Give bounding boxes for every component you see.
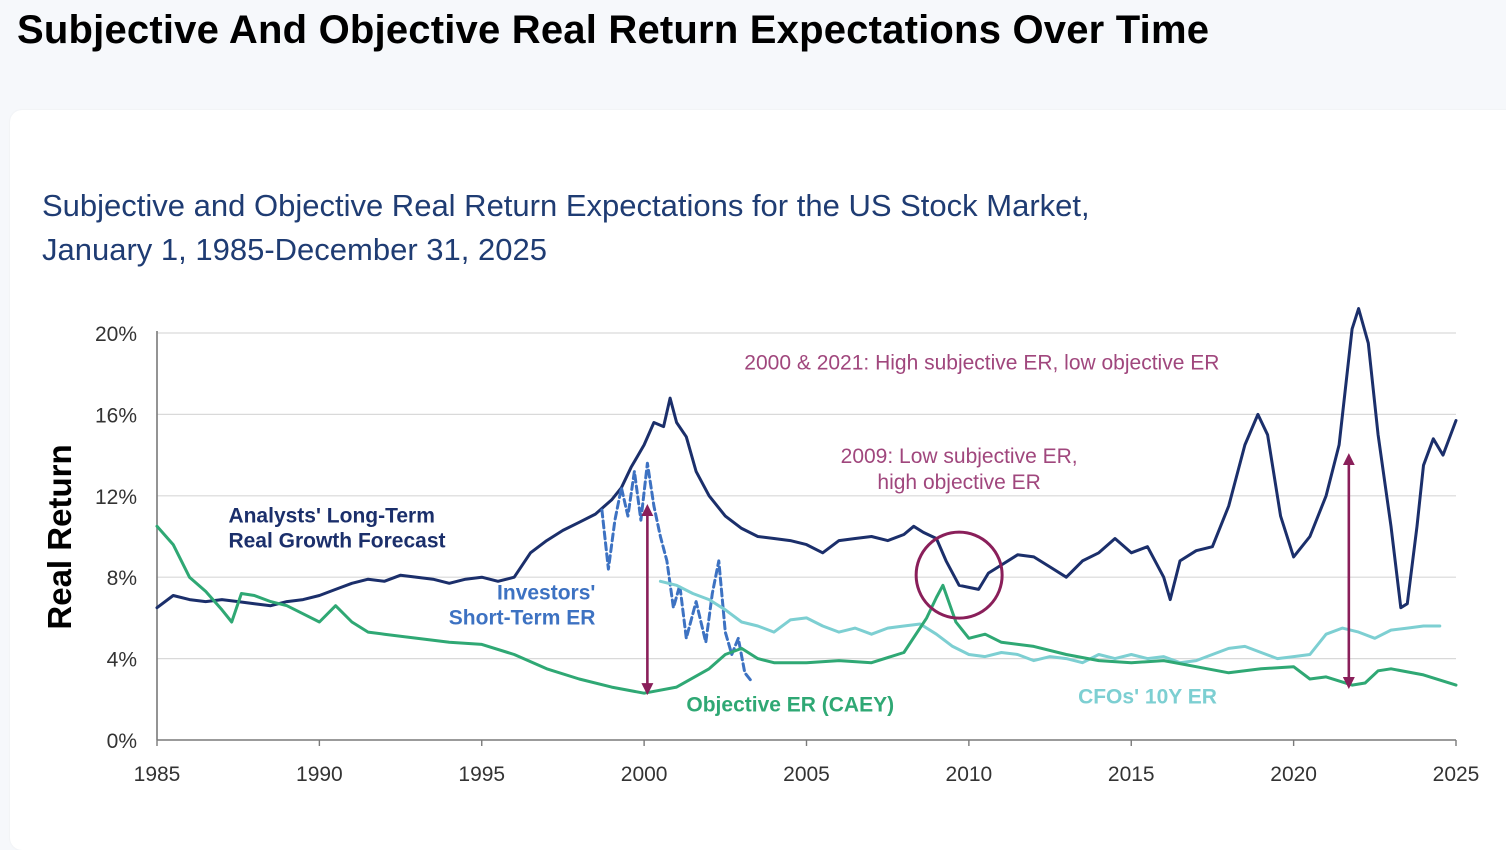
y-tick-label: 16% — [95, 404, 137, 427]
series-label-line: Objective ER (CAEY) — [686, 694, 894, 717]
chart-card — [10, 110, 1506, 850]
series-label-line: Analysts' Long-Term — [228, 504, 434, 527]
x-tick-label: 2010 — [946, 763, 993, 786]
chart-title: Subjective and Objective Real Return Exp… — [42, 184, 1090, 272]
y-tick-label: 8% — [107, 567, 137, 590]
series-label-line: Real Growth Forecast — [228, 529, 445, 552]
chart-title-line-1: Subjective and Objective Real Return Exp… — [42, 188, 1090, 223]
y-tick-label: 12% — [95, 486, 137, 509]
y-tick-label: 0% — [107, 730, 137, 753]
series-label: CFOs' 10Y ER — [1078, 685, 1217, 708]
x-tick-label: 2000 — [621, 763, 668, 786]
series-label-line: Short-Term ER — [449, 607, 596, 630]
y-tick-label: 20% — [95, 323, 137, 346]
series-label: Analysts' Long-Term Real Growth Forecast — [228, 504, 445, 552]
x-tick-label: 1990 — [296, 763, 343, 786]
x-tick-label: 2005 — [783, 763, 830, 786]
annotation: 2009: Low subjective ER, high objective E… — [841, 445, 1078, 494]
line-chart: 0% 4% 8% 12% 16% 20% 1985 1990 1995 2000 2005 2010 2… — [41, 307, 1480, 786]
x-tick-label: 2020 — [1270, 763, 1317, 786]
series-line-3 — [155, 524, 1458, 695]
series-label: Objective ER (CAEY) — [686, 694, 894, 717]
series-line-2 — [658, 579, 1442, 665]
series-line-1 — [600, 461, 753, 683]
x-tick-label: 2025 — [1433, 763, 1480, 786]
page-title: Subjective And Objective Real Return Exp… — [17, 8, 1210, 52]
annotation-line: 2009: Low subjective ER, — [841, 445, 1078, 468]
y-axis-label: Real Return — [41, 444, 78, 629]
annotation-line: 2000 & 2021: High subjective ER, low obj… — [744, 352, 1219, 375]
chart-title-line-2: January 1, 1985-December 31, 2025 — [42, 232, 547, 267]
series-line-0 — [155, 307, 1458, 610]
x-tick-label: 2015 — [1108, 763, 1155, 786]
series-label: Investors' Short-Term ER — [449, 582, 596, 630]
annotation: 2000 & 2021: High subjective ER, low obj… — [744, 352, 1219, 375]
highlight-circle — [914, 530, 1004, 620]
series-label-line: CFOs' 10Y ER — [1078, 685, 1217, 708]
series-label-line: Investors' — [497, 582, 595, 605]
y-tick-label: 4% — [107, 649, 137, 672]
x-tick-label: 1985 — [134, 763, 181, 786]
annotation-line: high objective ER — [877, 471, 1040, 494]
x-tick-label: 1995 — [458, 763, 505, 786]
